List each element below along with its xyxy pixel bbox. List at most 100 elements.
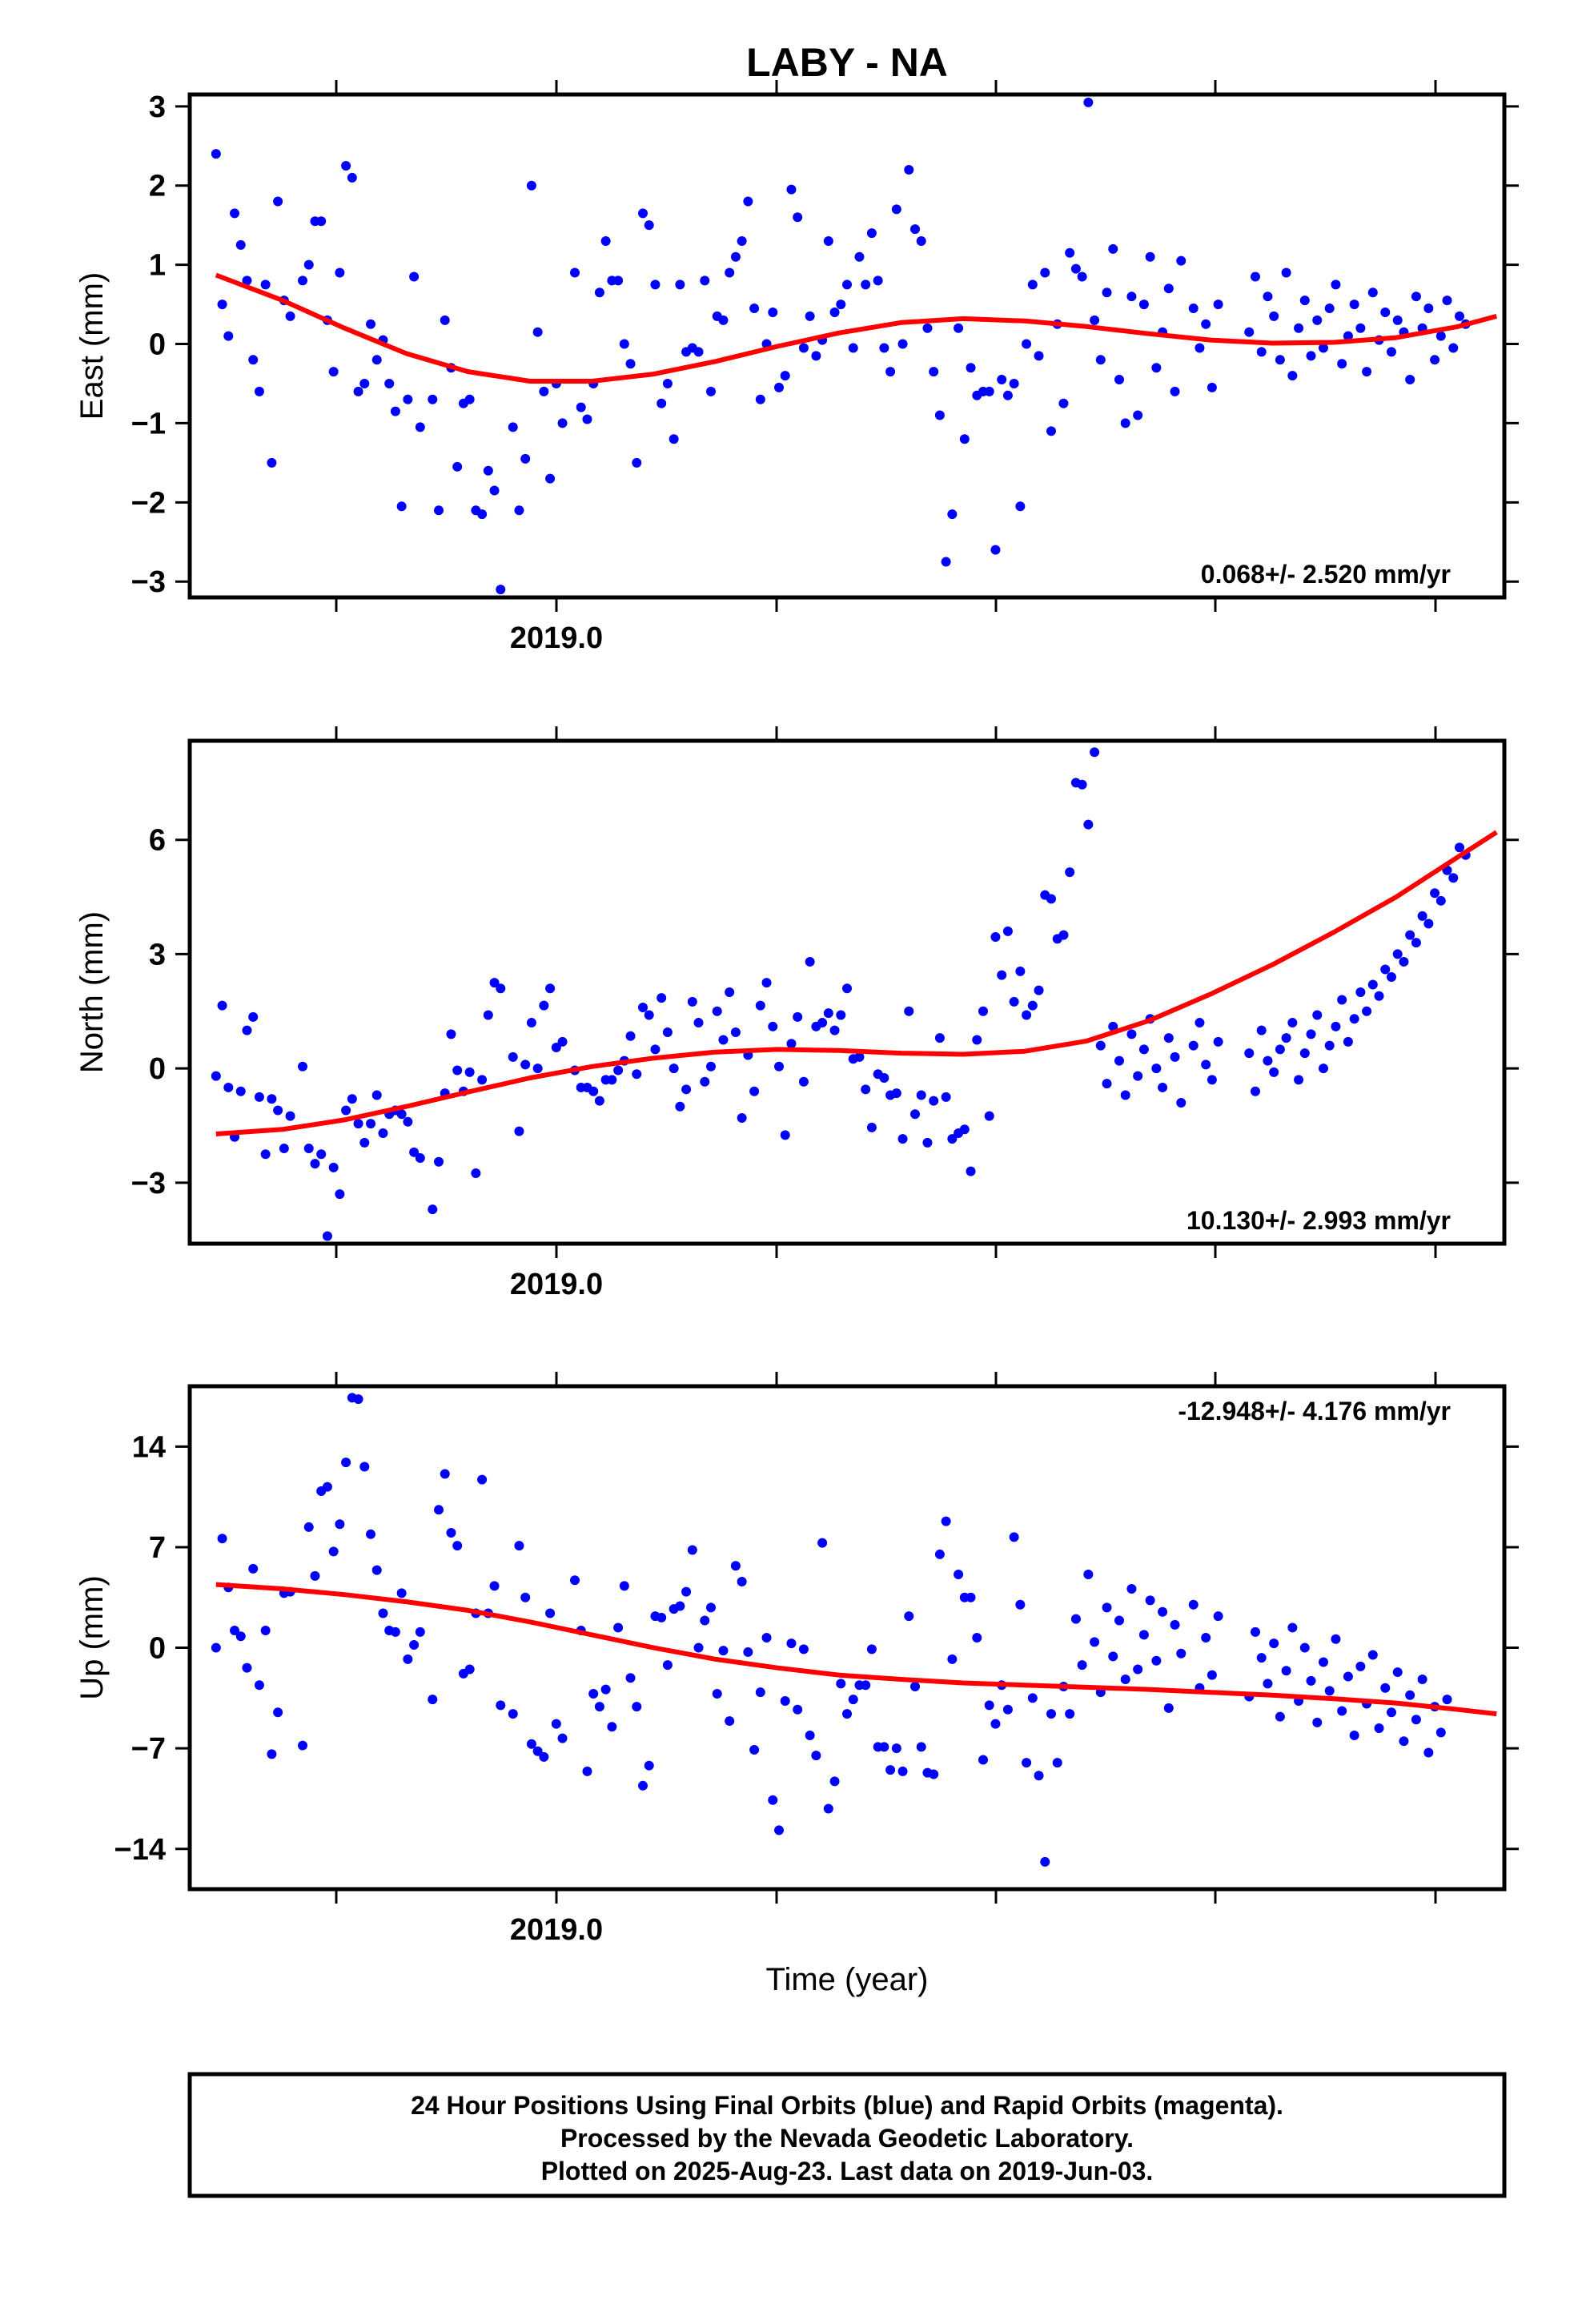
- data-point: [1331, 279, 1341, 290]
- data-point: [829, 307, 840, 317]
- data-point: [371, 355, 382, 365]
- data-point: [929, 1096, 939, 1106]
- data-point: [978, 1006, 988, 1016]
- data-point: [836, 1679, 846, 1689]
- data-point: [1120, 418, 1130, 428]
- data-point: [805, 311, 815, 321]
- data-point: [1133, 410, 1143, 420]
- data-point: [1034, 351, 1044, 361]
- data-point: [1380, 964, 1391, 975]
- y-tick-label: 3: [149, 90, 166, 124]
- data-point: [885, 1765, 896, 1775]
- data-point: [1120, 1675, 1130, 1685]
- data-point: [638, 1003, 648, 1013]
- data-point: [632, 1069, 642, 1080]
- data-point: [576, 402, 586, 412]
- data-point: [211, 1642, 221, 1653]
- up-panel: 14 7 0 −7 −14 2019.0 Up (mm) -12.948+/- 4.176 m…: [74, 1372, 1519, 1947]
- data-point: [749, 304, 760, 314]
- data-point: [625, 359, 636, 369]
- data-point: [390, 1626, 400, 1637]
- data-point: [428, 1204, 438, 1215]
- data-point: [1355, 987, 1366, 997]
- data-point: [984, 1111, 994, 1121]
- data-point: [730, 1561, 741, 1571]
- data-point: [1299, 296, 1310, 306]
- data-point: [310, 1159, 320, 1169]
- data-point: [1108, 1021, 1118, 1031]
- data-point: [1046, 426, 1056, 436]
- data-point: [1188, 304, 1199, 314]
- data-point: [230, 1626, 240, 1636]
- data-point: [934, 410, 945, 420]
- data-point: [941, 557, 951, 567]
- data-point: [600, 235, 611, 246]
- data-point: [625, 1031, 636, 1041]
- data-point: [1163, 1033, 1174, 1043]
- data-point: [1367, 1650, 1378, 1660]
- data-point: [1349, 1014, 1359, 1024]
- data-point: [1318, 343, 1328, 353]
- data-point: [1435, 331, 1446, 341]
- data-point: [1095, 355, 1106, 365]
- data-point: [1145, 1595, 1155, 1606]
- data-point: [1145, 251, 1155, 262]
- data-point: [613, 1622, 624, 1633]
- data-point: [452, 461, 463, 472]
- data-point: [1133, 1071, 1143, 1081]
- data-point: [464, 394, 475, 404]
- data-point: [1102, 1079, 1112, 1089]
- data-point: [793, 1704, 803, 1715]
- data-point: [712, 1688, 722, 1699]
- data-point: [904, 1611, 914, 1622]
- data-point: [1362, 1006, 1372, 1016]
- data-point: [774, 1825, 785, 1835]
- data-point: [737, 1577, 747, 1587]
- data-point: [1114, 1615, 1124, 1626]
- data-point: [396, 501, 407, 512]
- data-point: [1380, 1683, 1391, 1693]
- data-point: [632, 1702, 642, 1712]
- data-point: [687, 1545, 697, 1555]
- data-point: [464, 1067, 475, 1077]
- y-axis-label: Up (mm): [74, 1575, 110, 1700]
- data-point: [798, 343, 809, 353]
- data-point: [1263, 1679, 1273, 1689]
- data-point: [879, 1073, 889, 1084]
- data-point: [990, 545, 1001, 555]
- data-point: [1170, 1051, 1180, 1062]
- data-point: [235, 1631, 246, 1642]
- data-point: [496, 585, 506, 595]
- data-point: [836, 300, 846, 310]
- data-point: [440, 315, 450, 325]
- data-point: [477, 1075, 488, 1085]
- data-point: [1083, 1570, 1094, 1580]
- data-point: [539, 386, 549, 396]
- data-point: [477, 509, 488, 520]
- data-point: [1002, 926, 1013, 936]
- data-point: [434, 1156, 444, 1167]
- data-point: [409, 271, 420, 282]
- data-point: [384, 378, 395, 388]
- data-point: [675, 1601, 685, 1611]
- data-point: [811, 351, 821, 361]
- data-point: [922, 1137, 933, 1148]
- data-point: [508, 422, 518, 432]
- data-point: [1138, 1044, 1149, 1055]
- data-point: [514, 1126, 524, 1136]
- data-point: [811, 1751, 821, 1761]
- data-point: [260, 1149, 271, 1160]
- data-point: [873, 275, 883, 286]
- data-point: [805, 956, 815, 967]
- data-point: [1343, 1671, 1353, 1682]
- data-point: [1337, 359, 1347, 369]
- data-point: [823, 1008, 833, 1019]
- data-point: [1343, 331, 1353, 341]
- data-point: [1442, 296, 1452, 306]
- data-point: [1392, 1667, 1403, 1678]
- data-point: [1337, 995, 1347, 1005]
- data-point: [1027, 279, 1038, 290]
- data-point: [1065, 867, 1075, 878]
- data-point: [1287, 1622, 1298, 1633]
- data-point: [353, 386, 363, 396]
